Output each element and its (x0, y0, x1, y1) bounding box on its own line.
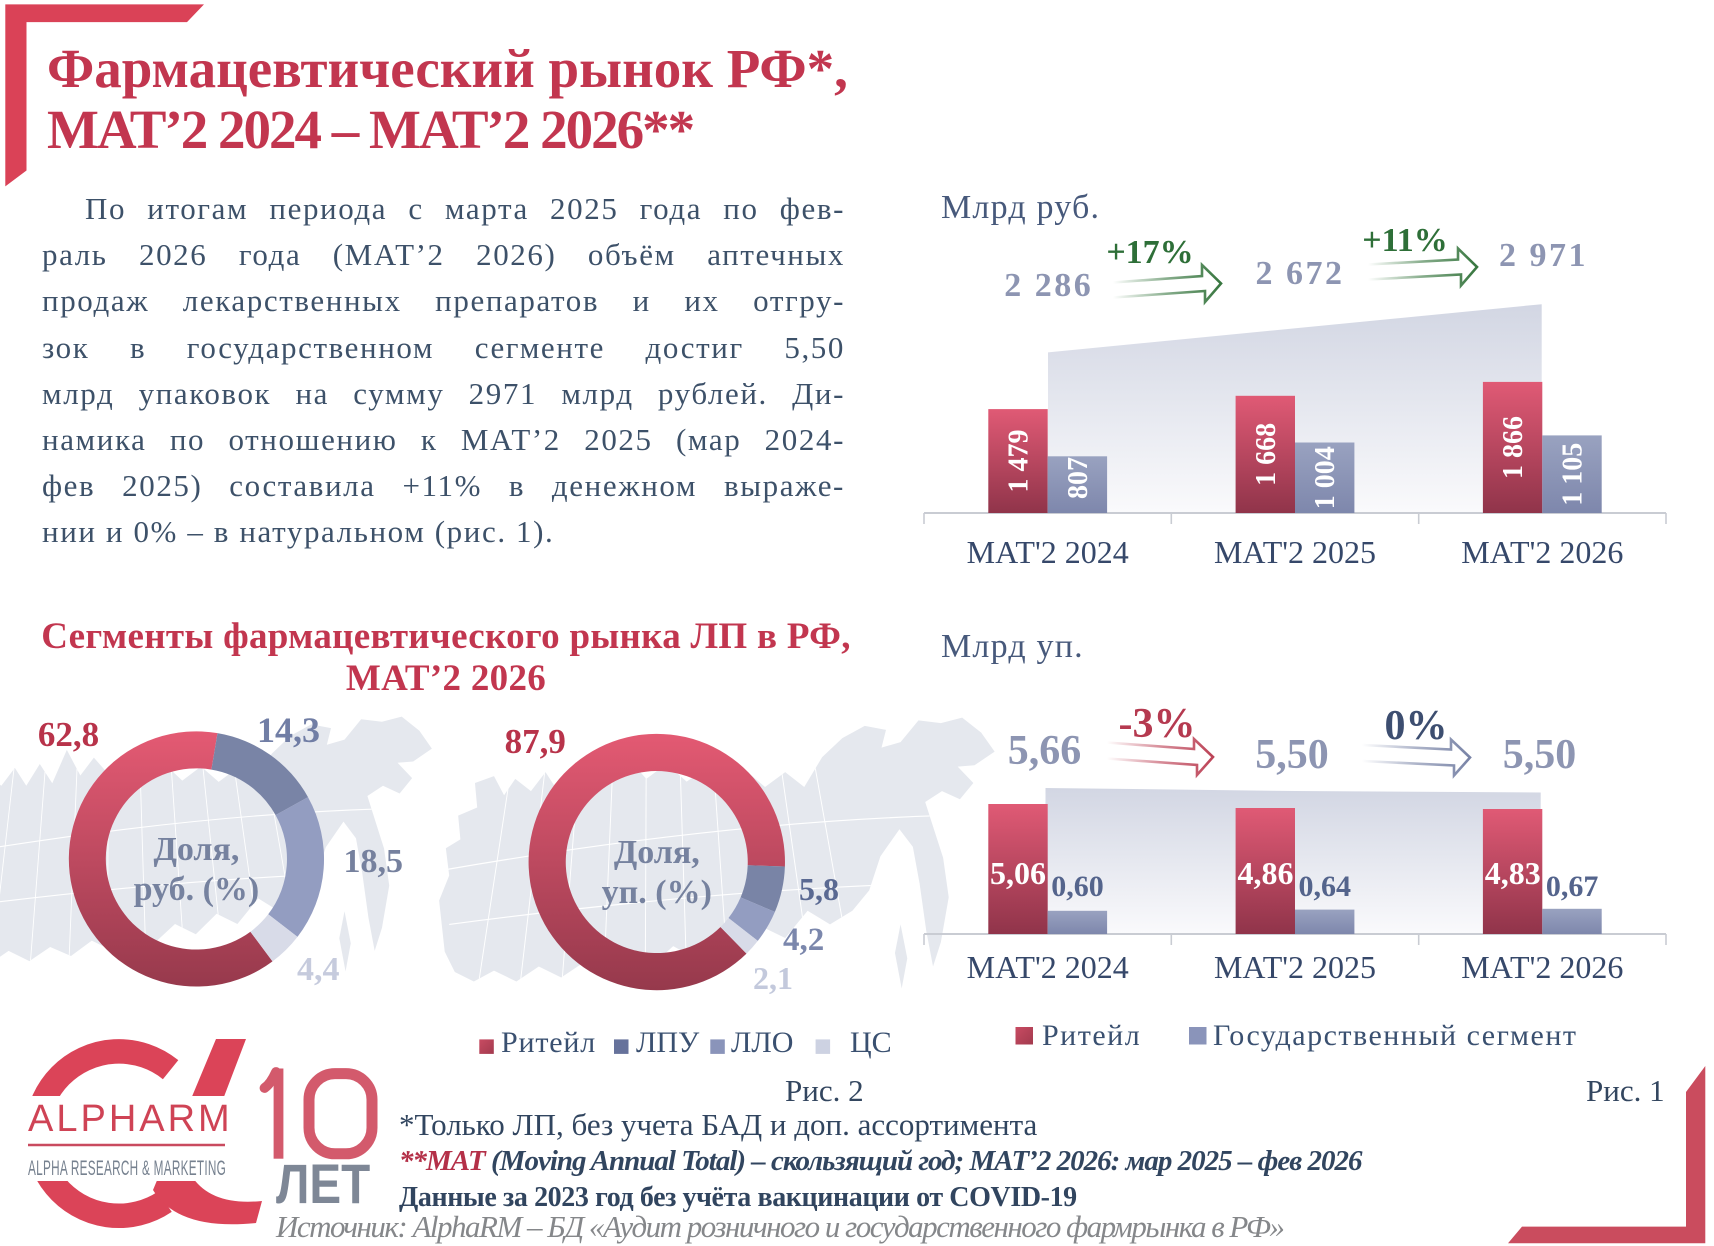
svg-text:807: 807 (1063, 457, 1094, 499)
svg-text:1 105: 1 105 (1558, 443, 1589, 506)
svg-text:1 866: 1 866 (1498, 416, 1529, 479)
svg-text:1 668: 1 668 (1251, 423, 1282, 486)
svg-text:1 479: 1 479 (1004, 430, 1035, 493)
svg-text:1 004: 1 004 (1310, 446, 1341, 509)
